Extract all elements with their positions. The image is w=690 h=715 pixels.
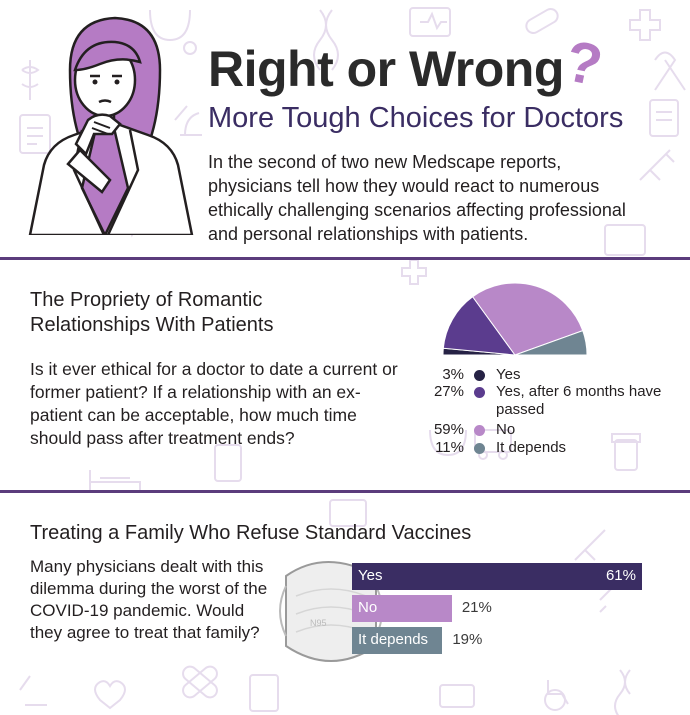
pie-legend-swatch: [474, 387, 485, 398]
pie-legend-swatch: [474, 370, 485, 381]
section-divider-1: [0, 257, 690, 260]
bar-category-label: It depends: [358, 631, 429, 648]
wheelchair-icon: [544, 680, 569, 711]
pie-legend-percent: 59%: [433, 421, 464, 438]
pie-legend-percent: 3%: [442, 366, 464, 383]
clipboard-icon-3: [249, 674, 279, 712]
pie-legend-swatch: [474, 443, 485, 454]
bar-value-label: 21%: [461, 599, 492, 616]
bar-category-label: No: [358, 599, 378, 616]
stethoscope-icon-2: [429, 429, 467, 457]
pie-slice-2: [471, 282, 584, 356]
syringe-icon-2: [574, 529, 606, 561]
page-subtitle: More Tough Choices for Doctors: [208, 102, 624, 134]
section1-heading: The Propriety of Romantic Relationships …: [30, 289, 274, 336]
mask-label: N95: [310, 618, 327, 628]
ribbon-icon: [654, 51, 686, 91]
bar-value-label: 19%: [452, 631, 483, 648]
bar-category-label: Yes: [358, 567, 383, 584]
bar-value-label: 61%: [605, 567, 636, 584]
page-title: Right or Wrong: [208, 41, 564, 97]
monitor-icon: [409, 7, 451, 37]
pill-icon: [525, 8, 559, 34]
heart-icon: [94, 680, 126, 710]
ambulance-icon-2: [439, 684, 475, 708]
section2-question: Many physicians dealt with this dilemma …: [30, 557, 268, 642]
folder-icon: [604, 224, 646, 256]
stethoscope-icon: [149, 9, 197, 55]
syringe-icon: [639, 149, 675, 181]
medical-cross-icon: [629, 9, 661, 41]
pie-legend-label: No: [496, 421, 516, 438]
doctor-thinking-illustration: [28, 16, 194, 235]
pill-bottle-icon: [611, 433, 641, 471]
bar: No 21%: [352, 595, 492, 622]
folder-icon-2: [329, 499, 367, 527]
pie-legend-swatch: [474, 425, 485, 436]
romantic-relationships-pie-chart: [442, 282, 588, 356]
pie-legend-percent: 27%: [433, 383, 464, 400]
clipboard-icon: [19, 114, 51, 154]
tablet-icon: [214, 444, 242, 482]
microscope-icon-2: [19, 675, 47, 706]
dna-icon: [313, 9, 339, 71]
pie-slice-3: [514, 329, 588, 356]
pie-legend-percent: 11%: [435, 439, 464, 456]
microscope-icon: [174, 105, 202, 136]
caduceus-icon: [21, 60, 40, 100]
pie-legend-label: Yes, after 6 months have passed: [496, 383, 662, 418]
bandage-icon: [182, 665, 218, 699]
bed-icon: [89, 470, 141, 490]
intro-text: In the second of two new Medscape report…: [208, 152, 626, 244]
pie-slice-1: [442, 296, 517, 356]
clipboard-icon-2: [649, 99, 679, 137]
pie-legend-label: Yes: [496, 366, 521, 383]
section1-question: Is it ever ethical for a doctor to date …: [30, 359, 398, 448]
bar: It depends 19%: [352, 627, 482, 654]
dna-icon-2: [614, 669, 631, 715]
medical-cross-icon-2: [401, 259, 427, 285]
bar: Yes 61%: [352, 563, 642, 590]
pie-legend-label: It depends: [496, 439, 567, 456]
section-divider-2: [0, 490, 690, 493]
section2-heading: Treating a Family Who Refuse Standard Va…: [30, 522, 472, 544]
